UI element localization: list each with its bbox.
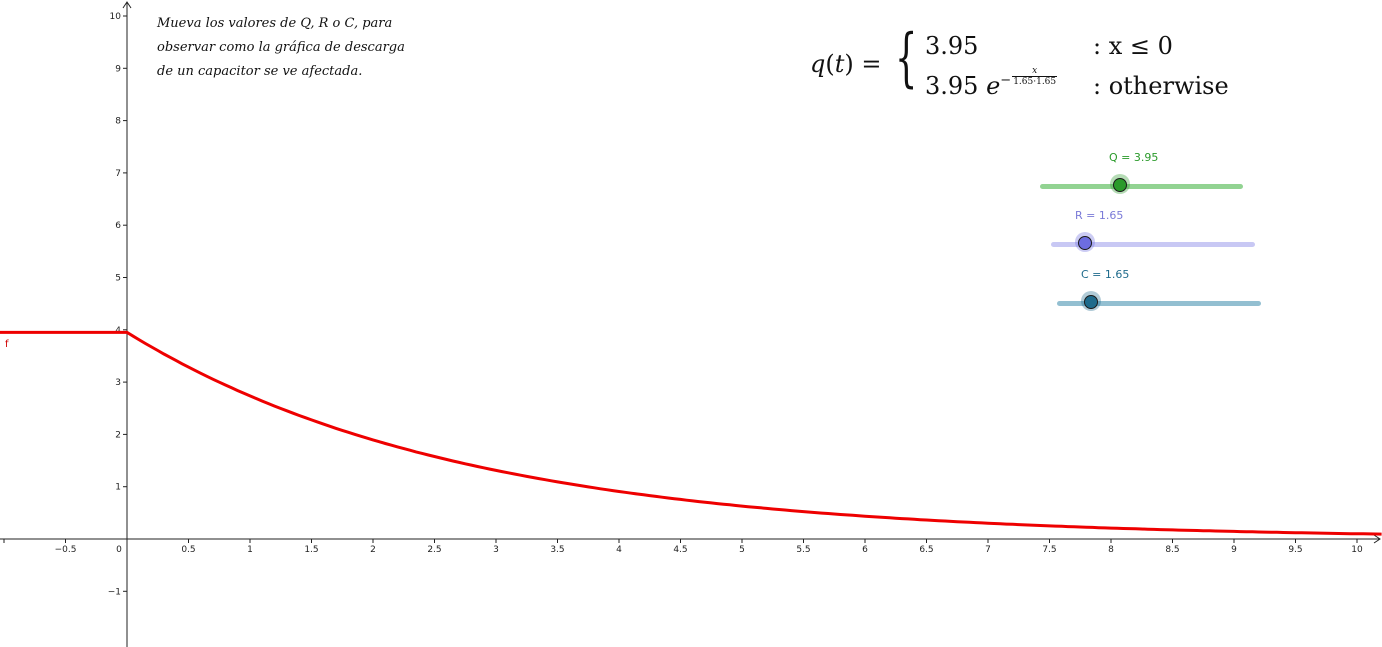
x-tick-label: 7.5	[1042, 545, 1056, 555]
slider-c-knob[interactable]	[1083, 295, 1098, 309]
x-tick-label: 6	[862, 545, 868, 555]
axis-ticks: −0.5 0 0.5 1 1.5 2 2.5 3 3.5 4 4.5 5 5.5 6 6.5 7 7.5 8 8.5…	[3, 12, 1363, 597]
piecewise-formula[interactable]: q(t) = { 3.95 : x ≤ 0 3.95 e− x 1.65·1.65 …	[810, 26, 1230, 104]
x-axis-arrow	[1373, 534, 1381, 544]
formula-row1-value: 3.95	[925, 32, 979, 60]
y-tick-label: 4	[115, 326, 121, 336]
slider-r[interactable]: R = 1.65	[1051, 209, 1255, 257]
slider-q-knob[interactable]	[1113, 178, 1128, 192]
instructions-line-3: de un capacitor se ve afectada.	[157, 64, 363, 79]
y-tick-label: 6	[115, 221, 121, 231]
formula-row2-value: 3.95 e− x 1.65·1.65	[925, 66, 1058, 100]
y-tick-label: 3	[115, 378, 121, 388]
function-label[interactable]: f	[5, 339, 9, 350]
y-tick-label: −1	[108, 587, 121, 597]
x-tick-label: 4.5	[673, 545, 687, 555]
formula-row2-condition: : otherwise	[1093, 72, 1229, 100]
x-tick-label: 3	[493, 545, 499, 555]
x-tick-label: −0.5	[55, 545, 77, 555]
instructions-line-2: observar como la gráfica de descarga	[157, 40, 405, 55]
y-tick-label: 2	[115, 430, 121, 440]
y-tick-label: 7	[115, 169, 121, 179]
formula-row1-condition: : x ≤ 0	[1093, 32, 1173, 60]
slider-r-track[interactable]	[1051, 242, 1255, 247]
y-tick-label: 10	[110, 12, 122, 22]
instructions-line-1: Mueva los valores de Q, R o C, para	[157, 16, 393, 31]
instructions-text: Mueva los valores de Q, R o C, para obse…	[157, 12, 437, 84]
y-axis-arrow	[122, 1, 132, 9]
x-tick-label: 8	[1108, 545, 1114, 555]
x-tick-label: 5.5	[796, 545, 810, 555]
y-tick-label: 9	[115, 64, 121, 74]
x-tick-label: 0	[116, 545, 122, 555]
x-tick-label: 4	[616, 545, 622, 555]
y-tick-label: 5	[115, 274, 121, 284]
y-tick-label: 8	[115, 117, 121, 127]
slider-q-track[interactable]	[1040, 184, 1243, 189]
x-tick-label: 9	[1231, 545, 1237, 555]
slider-q-label: Q = 3.95	[1109, 151, 1159, 164]
x-tick-label: 1	[247, 545, 253, 555]
formula-brace: {	[895, 21, 918, 95]
x-tick-label: 0.5	[181, 545, 195, 555]
slider-r-knob[interactable]	[1077, 236, 1092, 250]
x-tick-label: 10	[1351, 545, 1363, 555]
x-tick-label: 8.5	[1165, 545, 1179, 555]
y-tick-label: 1	[115, 483, 121, 493]
slider-r-label: R = 1.65	[1075, 209, 1124, 222]
x-tick-label: 3.5	[550, 545, 564, 555]
slider-c-label: C = 1.65	[1081, 268, 1130, 281]
x-tick-label: 7	[985, 545, 991, 555]
formula-lhs: q(t) =	[810, 50, 882, 78]
x-tick-label: 5	[739, 545, 745, 555]
slider-c[interactable]: C = 1.65	[1057, 268, 1261, 316]
x-tick-label: 6.5	[919, 545, 933, 555]
x-tick-label: 2	[370, 545, 376, 555]
x-tick-label: 1.5	[304, 545, 318, 555]
function-f-curve[interactable]	[0, 330, 1382, 536]
x-tick-label: 9.5	[1288, 545, 1302, 555]
x-tick-label: 2.5	[427, 545, 441, 555]
slider-q[interactable]: Q = 3.95	[1040, 151, 1243, 199]
slider-c-track[interactable]	[1057, 301, 1261, 306]
